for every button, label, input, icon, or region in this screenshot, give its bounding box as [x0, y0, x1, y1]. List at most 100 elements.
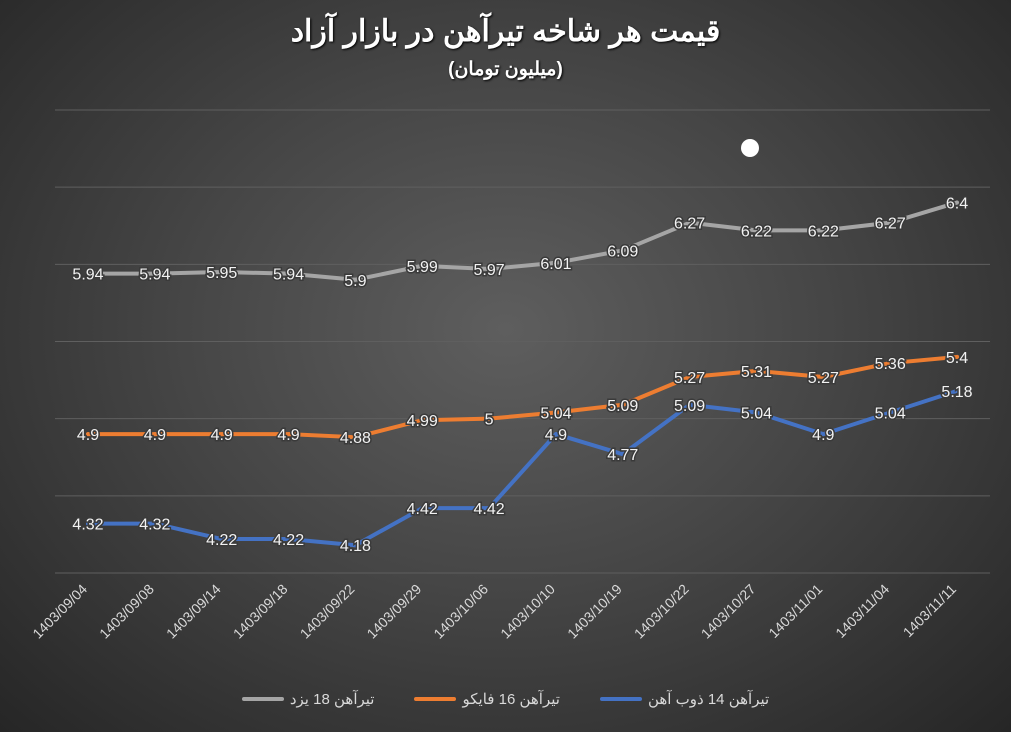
data-point	[620, 402, 625, 407]
data-point	[888, 410, 893, 415]
data-label: 5.94	[273, 267, 304, 284]
marker-dot	[741, 139, 759, 157]
x-tick-label: 1403/11/11	[900, 581, 960, 641]
data-label: 4.22	[206, 532, 237, 549]
data-label: 4.22	[273, 532, 304, 549]
data-label: 6.09	[607, 243, 638, 260]
data-point	[420, 263, 425, 268]
data-point	[888, 220, 893, 225]
data-point	[955, 388, 959, 393]
data-point	[353, 435, 358, 440]
data-label: 5.94	[72, 267, 103, 284]
legend-swatch	[241, 697, 284, 701]
data-point	[219, 537, 224, 542]
data-label: 4.9	[545, 427, 567, 444]
data-point	[553, 410, 558, 415]
data-label: 4.9	[812, 427, 834, 444]
data-point	[687, 402, 692, 407]
data-point	[286, 271, 291, 276]
data-point	[219, 432, 224, 437]
data-label: 5.04	[540, 405, 571, 422]
x-tick-label: 1403/10/19	[564, 581, 625, 642]
data-point	[821, 432, 826, 437]
x-tick-label: 1403/10/06	[430, 581, 491, 642]
data-point	[353, 277, 358, 282]
data-point	[86, 521, 90, 526]
data-point	[888, 361, 893, 366]
data-point	[821, 374, 826, 379]
data-point	[754, 410, 759, 415]
legend-item: تیرآهن 18 یزد	[241, 690, 375, 708]
series-line	[86, 388, 959, 548]
chart-subtitle: (میلیون تومان)	[448, 59, 563, 80]
series-line	[86, 200, 959, 282]
data-point	[687, 220, 692, 225]
data-point	[487, 416, 492, 421]
data-point	[152, 271, 157, 276]
data-point	[487, 506, 492, 511]
data-point	[487, 266, 492, 271]
data-label: 5.09	[674, 398, 705, 415]
data-label: 4.42	[474, 501, 505, 518]
data-point	[420, 418, 425, 423]
x-tick-label: 1403/09/14	[163, 581, 224, 642]
data-label: 4.9	[144, 427, 166, 444]
x-tick-label: 1403/10/22	[631, 581, 692, 642]
x-tick-label: 1403/11/04	[832, 581, 892, 641]
legend-label: تیرآهن 18 یزد	[289, 691, 375, 708]
x-tick-label: 1403/11/01	[765, 581, 825, 641]
data-label: 4.77	[607, 447, 638, 464]
data-label: 5.04	[741, 405, 772, 422]
data-label: 5.27	[674, 370, 705, 387]
data-point	[86, 271, 90, 276]
x-tick-label: 1403/09/04	[29, 581, 90, 642]
data-point	[152, 521, 157, 526]
chart-title: قیمت هر شاخه تیرآهن در بازار آزاد	[290, 15, 721, 48]
legend: تیرآهن 14 ذوب آهن تیرآهن 16 فایکو تیرآهن 1…	[0, 690, 1011, 708]
data-label: 6.27	[875, 216, 906, 233]
data-label: 6.4	[946, 196, 968, 213]
data-label: 4.42	[407, 501, 438, 518]
data-label: 5	[485, 412, 494, 429]
data-point	[955, 200, 959, 205]
x-tick-label: 1403/09/22	[297, 581, 358, 642]
data-label: 4.9	[211, 427, 233, 444]
data-label: 4.99	[407, 413, 438, 430]
data-label: 5.94	[139, 267, 170, 284]
legend-item: تیرآهن 14 ذوب آهن	[599, 690, 770, 708]
data-point	[754, 368, 759, 373]
x-tick-label: 1403/09/08	[96, 581, 157, 642]
data-label: 4.18	[340, 538, 371, 555]
data-point	[152, 432, 157, 437]
data-point	[553, 432, 558, 437]
x-tick-label: 1403/10/10	[497, 581, 558, 642]
x-tick-label: 1403/09/18	[230, 581, 291, 642]
data-point	[353, 543, 358, 548]
data-label: 6.01	[540, 256, 571, 273]
data-point	[821, 228, 826, 233]
data-point	[687, 374, 692, 379]
data-point	[286, 537, 291, 542]
data-label: 5.18	[941, 384, 972, 401]
data-label: 5.04	[875, 405, 906, 422]
legend-item: تیرآهن 16 فایکو	[414, 690, 560, 708]
data-point	[86, 432, 90, 437]
data-label: 4.9	[77, 427, 99, 444]
data-label: 5.27	[808, 370, 839, 387]
data-label: 5.36	[875, 356, 906, 373]
data-label: 4.32	[72, 517, 103, 534]
legend-label: تیرآهن 14 ذوب آهن	[647, 691, 770, 708]
data-point	[620, 248, 625, 253]
data-point	[553, 260, 558, 265]
data-label: 5.9	[344, 273, 366, 290]
data-label: 4.9	[277, 427, 299, 444]
data-point	[955, 354, 959, 359]
x-tick-label: 1403/10/27	[698, 581, 759, 642]
data-label: 6.22	[808, 223, 839, 240]
data-label: 5.4	[946, 350, 968, 367]
data-label: 4.32	[139, 517, 170, 534]
series-line	[86, 354, 959, 440]
data-point	[420, 506, 425, 511]
data-label: 6.27	[674, 216, 705, 233]
